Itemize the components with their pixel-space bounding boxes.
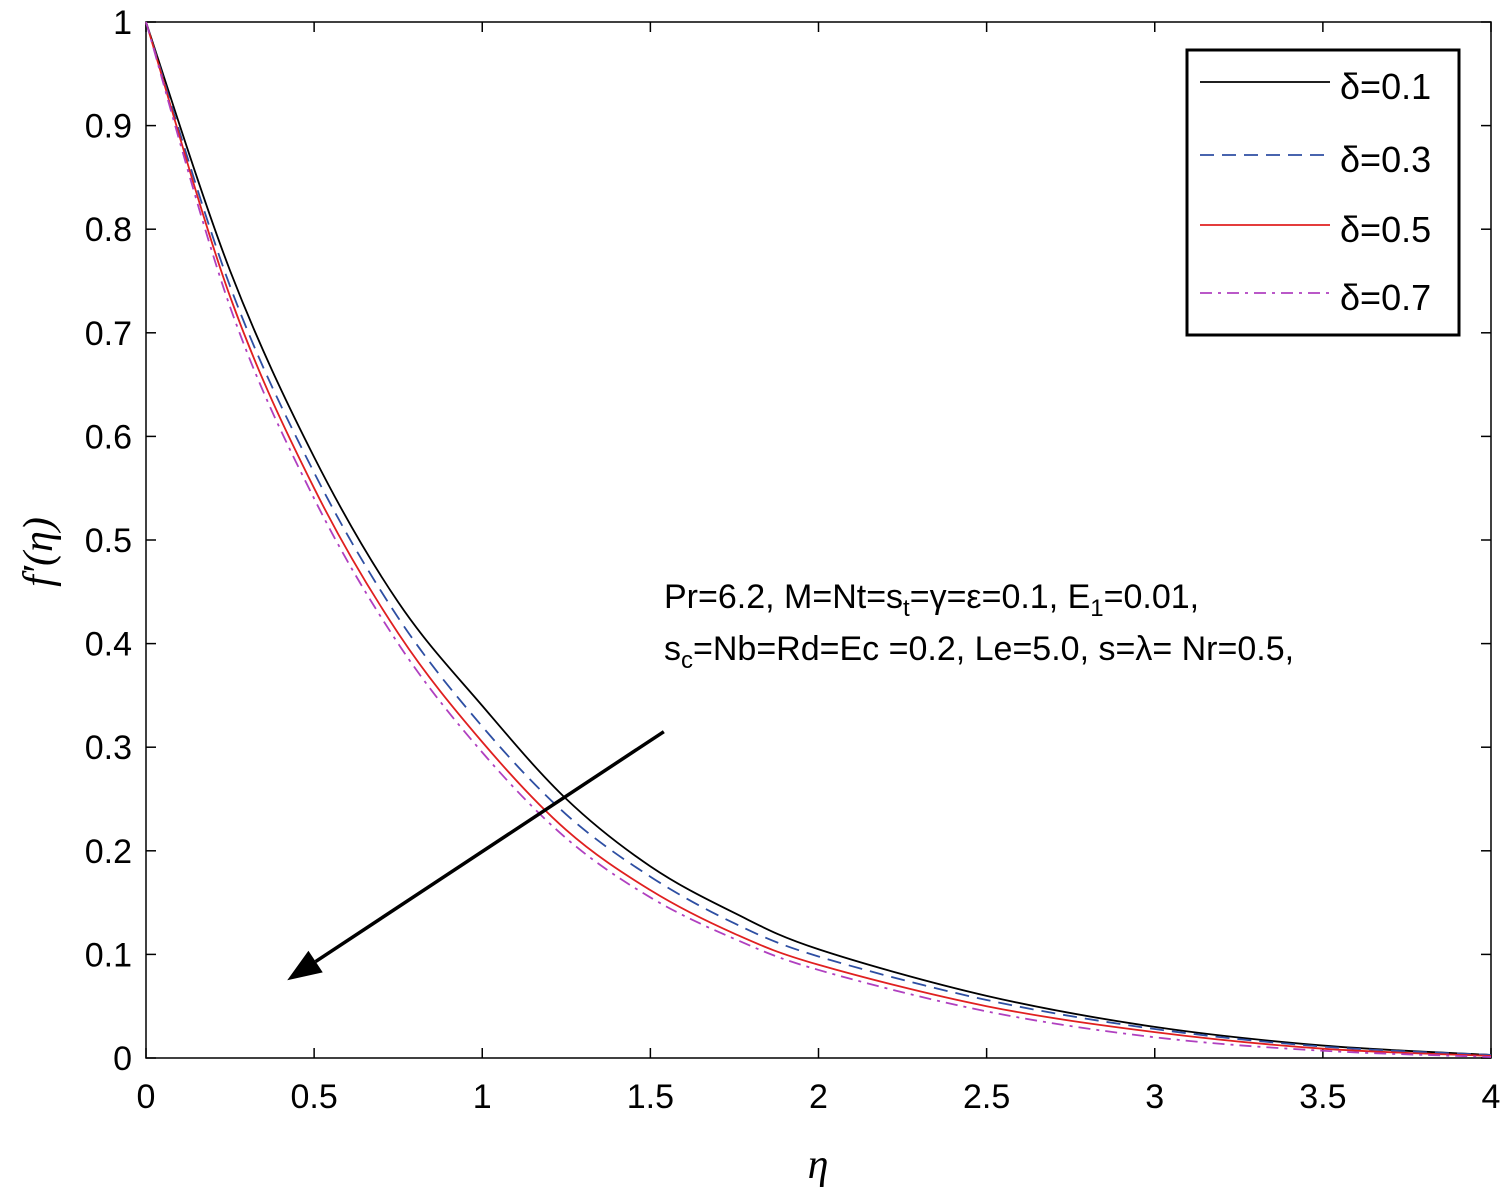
annotation-text: Pr=6.2, M=Nt=st=γ=ε=0.1, E1=0.01, sc=Nb=… bbox=[664, 578, 1294, 674]
y-tick-label: 0.6 bbox=[85, 418, 132, 456]
legend-label: δ=0.7 bbox=[1340, 277, 1431, 318]
legend: δ=0.1 δ=0.3 δ=0.5 δ=0.7 bbox=[1185, 48, 1461, 337]
x-tick-label: 2 bbox=[809, 1078, 828, 1116]
x-tick-label: 3 bbox=[1145, 1078, 1164, 1116]
y-tick-label: 0 bbox=[113, 1040, 132, 1078]
legend-label: δ=0.3 bbox=[1340, 139, 1431, 180]
y-tick-label: 0.3 bbox=[85, 729, 132, 767]
y-tick-label: 0.4 bbox=[85, 626, 132, 664]
series-line bbox=[145, 21, 1492, 1056]
legend-box bbox=[1185, 48, 1461, 337]
series-line bbox=[145, 21, 1492, 1057]
y-tick-label: 0.7 bbox=[85, 315, 132, 353]
x-tick-label: 2.5 bbox=[963, 1078, 1010, 1116]
legend-label: δ=0.1 bbox=[1340, 66, 1431, 107]
arrow-shaft bbox=[314, 730, 665, 964]
legend-label: δ=0.5 bbox=[1340, 209, 1431, 250]
y-tick-label: 0.2 bbox=[85, 833, 132, 871]
y-tick-label: 0.5 bbox=[85, 522, 132, 560]
axis-ticks bbox=[145, 21, 1492, 1059]
y-axis-label: f′(η) bbox=[16, 517, 62, 587]
y-tick-label: 0.8 bbox=[85, 211, 132, 249]
x-tick-label: 1 bbox=[473, 1078, 492, 1116]
series-line bbox=[145, 21, 1492, 1058]
axis-tick-labels: 0 0.5 1 1.5 2 2.5 3 3.5 4 0 0.1 0.2 0.3 0.4 0.5 0.6 0.7 0… bbox=[85, 4, 1501, 1116]
series-lines bbox=[145, 21, 1492, 1058]
x-tick-label: 1.5 bbox=[627, 1078, 674, 1116]
series-line bbox=[145, 21, 1492, 1056]
trend-arrow bbox=[287, 730, 665, 981]
y-tick-label: 0.9 bbox=[85, 108, 132, 146]
x-tick-label: 0 bbox=[137, 1078, 156, 1116]
x-axis-label: η bbox=[808, 1142, 829, 1188]
annotation-line-1: Pr=6.2, M=Nt=st=γ=ε=0.1, E1=0.01, bbox=[664, 578, 1199, 622]
annotation-line-2: sc=Nb=Rd=Ec =0.2, Le=5.0, s=λ= Nr=0.5, bbox=[664, 630, 1294, 674]
x-tick-label: 0.5 bbox=[290, 1078, 337, 1116]
y-tick-label: 0.1 bbox=[85, 936, 132, 974]
x-tick-label: 4 bbox=[1482, 1078, 1501, 1116]
arrow-head bbox=[287, 950, 323, 981]
y-tick-label: 1 bbox=[113, 4, 132, 42]
x-tick-label: 3.5 bbox=[1299, 1078, 1346, 1116]
